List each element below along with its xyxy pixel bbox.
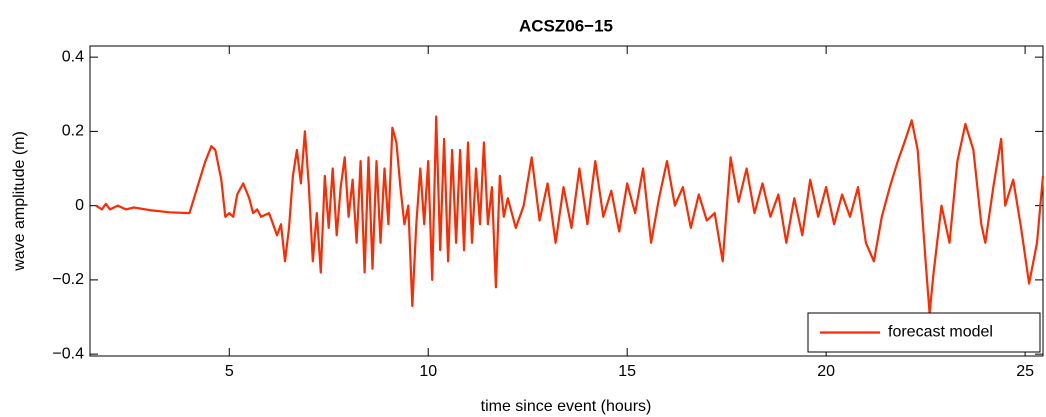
- legend-label: forecast model: [888, 324, 993, 341]
- y-tick-label: −0.4: [52, 345, 84, 362]
- x-axis-label: time since event (hours): [481, 398, 652, 415]
- x-tick-label: 20: [817, 363, 835, 380]
- x-tick-label: 10: [419, 363, 437, 380]
- data-line: [95, 115, 1045, 315]
- y-tick-label: 0.4: [62, 48, 84, 65]
- y-tick-label: 0: [75, 197, 84, 214]
- x-tick-label: 15: [618, 363, 636, 380]
- x-tick-label: 5: [225, 363, 234, 380]
- x-tick-label: 25: [1016, 363, 1034, 380]
- plot-frame: [89, 45, 1044, 357]
- chart-title: ACSZ06−15: [519, 16, 613, 35]
- y-axis-label: wave amplitude (m): [11, 131, 28, 272]
- y-tick-label: 0.2: [62, 123, 84, 140]
- y-tick-label: −0.2: [52, 271, 84, 288]
